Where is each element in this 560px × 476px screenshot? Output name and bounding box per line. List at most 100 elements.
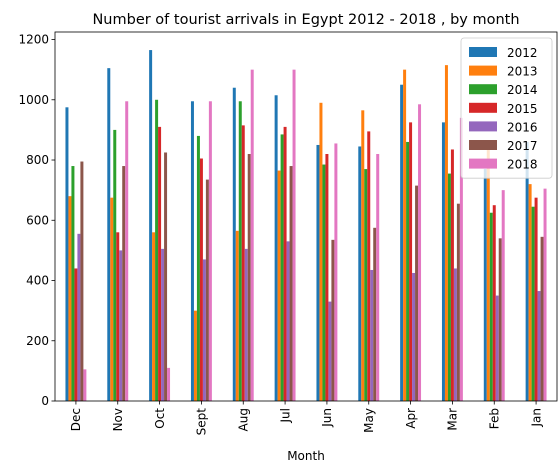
bar-Jul-2014 (280, 134, 284, 402)
bar-Sept-2014 (196, 135, 200, 402)
chart-title: Number of tourist arrivals in Egypt 2012… (92, 12, 519, 28)
series-2014 (71, 99, 535, 402)
bar-Sept-2012 (190, 101, 194, 401)
bar-Dec-2013 (68, 196, 72, 401)
x-tick-label: Mar (446, 408, 460, 431)
bar-Dec-2017 (80, 161, 84, 401)
x-tick-label: Nov (111, 408, 125, 431)
y-tick-label: 0 (41, 394, 49, 408)
legend-swatch-2017 (469, 140, 497, 150)
bar-Aug-2015 (241, 125, 245, 401)
bar-Mar-2013 (444, 65, 448, 401)
bar-Feb-2017 (498, 238, 502, 401)
bar-Apr-2017 (415, 185, 419, 401)
bar-Feb-2016 (495, 295, 499, 401)
bar-May-2017 (373, 227, 377, 401)
bar-Jun-2014 (322, 164, 326, 401)
bar-Nov-2017 (122, 166, 126, 401)
bar-Jul-2013 (277, 170, 281, 401)
bar-Mar-2012 (441, 122, 445, 402)
x-tick-label: Aug (236, 408, 250, 431)
series-2017 (80, 152, 544, 401)
bar-Feb-2014 (489, 212, 493, 401)
bar-Dec-2014 (71, 166, 75, 401)
x-tick-label: Dec (69, 408, 83, 431)
bar-Nov-2012 (107, 68, 111, 402)
bar-May-2012 (358, 146, 362, 401)
bar-May-2018 (376, 154, 380, 401)
bar-Mar-2017 (456, 203, 460, 401)
x-tick-label: Oct (153, 408, 167, 429)
bar-Jan-2014 (531, 206, 535, 401)
y-tick-label: 200 (26, 334, 49, 348)
y-tick-label: 1000 (18, 93, 49, 107)
bar-Sept-2016 (202, 259, 206, 401)
bar-Jan-2015 (534, 197, 538, 401)
x-tick-label: Jun (320, 408, 334, 428)
bar-Apr-2012 (400, 84, 404, 402)
legend-swatch-2018 (469, 158, 497, 169)
bar-Apr-2018 (418, 104, 422, 401)
bar-Jul-2016 (286, 241, 290, 401)
y-tick-label: 1200 (18, 33, 49, 47)
x-axis-label: Month (287, 449, 325, 463)
bar-Nov-2015 (116, 232, 120, 401)
bar-Feb-2012 (483, 169, 487, 401)
x-tick-label: Sept (195, 408, 209, 436)
bar-Apr-2013 (403, 69, 407, 402)
bar-Oct-2018 (167, 367, 171, 401)
legend-label-2016: 2016 (507, 120, 538, 134)
y-tick-label: 600 (26, 213, 49, 227)
legend-label-2014: 2014 (507, 83, 538, 97)
legend-label-2013: 2013 (507, 65, 538, 79)
x-tick-label: Jan (529, 408, 543, 428)
bar-May-2016 (370, 269, 374, 401)
bar-Mar-2018 (459, 117, 463, 401)
bar-Nov-2018 (125, 101, 129, 401)
x-tick-label: May (362, 408, 376, 433)
legend-swatch-2014 (469, 84, 497, 95)
bar-Nov-2013 (110, 197, 114, 401)
bar-Aug-2012 (232, 87, 236, 401)
bar-Oct-2016 (161, 248, 165, 401)
bar-May-2014 (364, 169, 368, 401)
bar-Mar-2016 (453, 268, 457, 401)
legend-label-2012: 2012 (507, 46, 538, 60)
legend-swatch-2016 (469, 121, 497, 132)
bar-Mar-2015 (450, 149, 454, 401)
bar-Apr-2015 (409, 122, 413, 402)
bar-Sept-2013 (193, 310, 197, 401)
bar-Jun-2016 (328, 301, 332, 401)
bar-Jun-2015 (325, 154, 329, 401)
series-2013 (68, 65, 532, 402)
series-2016 (77, 233, 541, 401)
bar-Dec-2015 (74, 268, 78, 401)
legend-label-2015: 2015 (507, 102, 538, 116)
legend-label-2017: 2017 (507, 139, 538, 153)
bar-Apr-2016 (412, 272, 416, 401)
x-tick-label: Apr (404, 408, 418, 429)
bar-Oct-2014 (155, 99, 159, 401)
bar-Oct-2013 (152, 232, 156, 401)
series-2012 (65, 50, 529, 402)
bar-Sept-2017 (205, 179, 209, 401)
series-2018 (83, 69, 547, 402)
legend-swatch-2012 (469, 47, 497, 57)
x-tick-label: Feb (487, 408, 501, 429)
bar-Sept-2018 (208, 101, 212, 401)
bar-Aug-2014 (238, 101, 242, 401)
legend: 2012 2013 2014 2015 2016 2017 2018 (460, 37, 553, 179)
bar-Aug-2018 (250, 69, 254, 402)
bar-Mar-2014 (447, 173, 451, 401)
bar-Sept-2015 (199, 158, 203, 401)
bar-Oct-2017 (164, 152, 168, 401)
bar-Nov-2016 (119, 250, 123, 401)
bar-Feb-2018 (501, 190, 505, 401)
series-2015 (74, 122, 538, 402)
bar-Jun-2012 (316, 144, 320, 401)
bar-Aug-2016 (244, 248, 248, 401)
bar-Jan-2013 (528, 184, 532, 401)
bar-Jan-2017 (540, 236, 544, 401)
